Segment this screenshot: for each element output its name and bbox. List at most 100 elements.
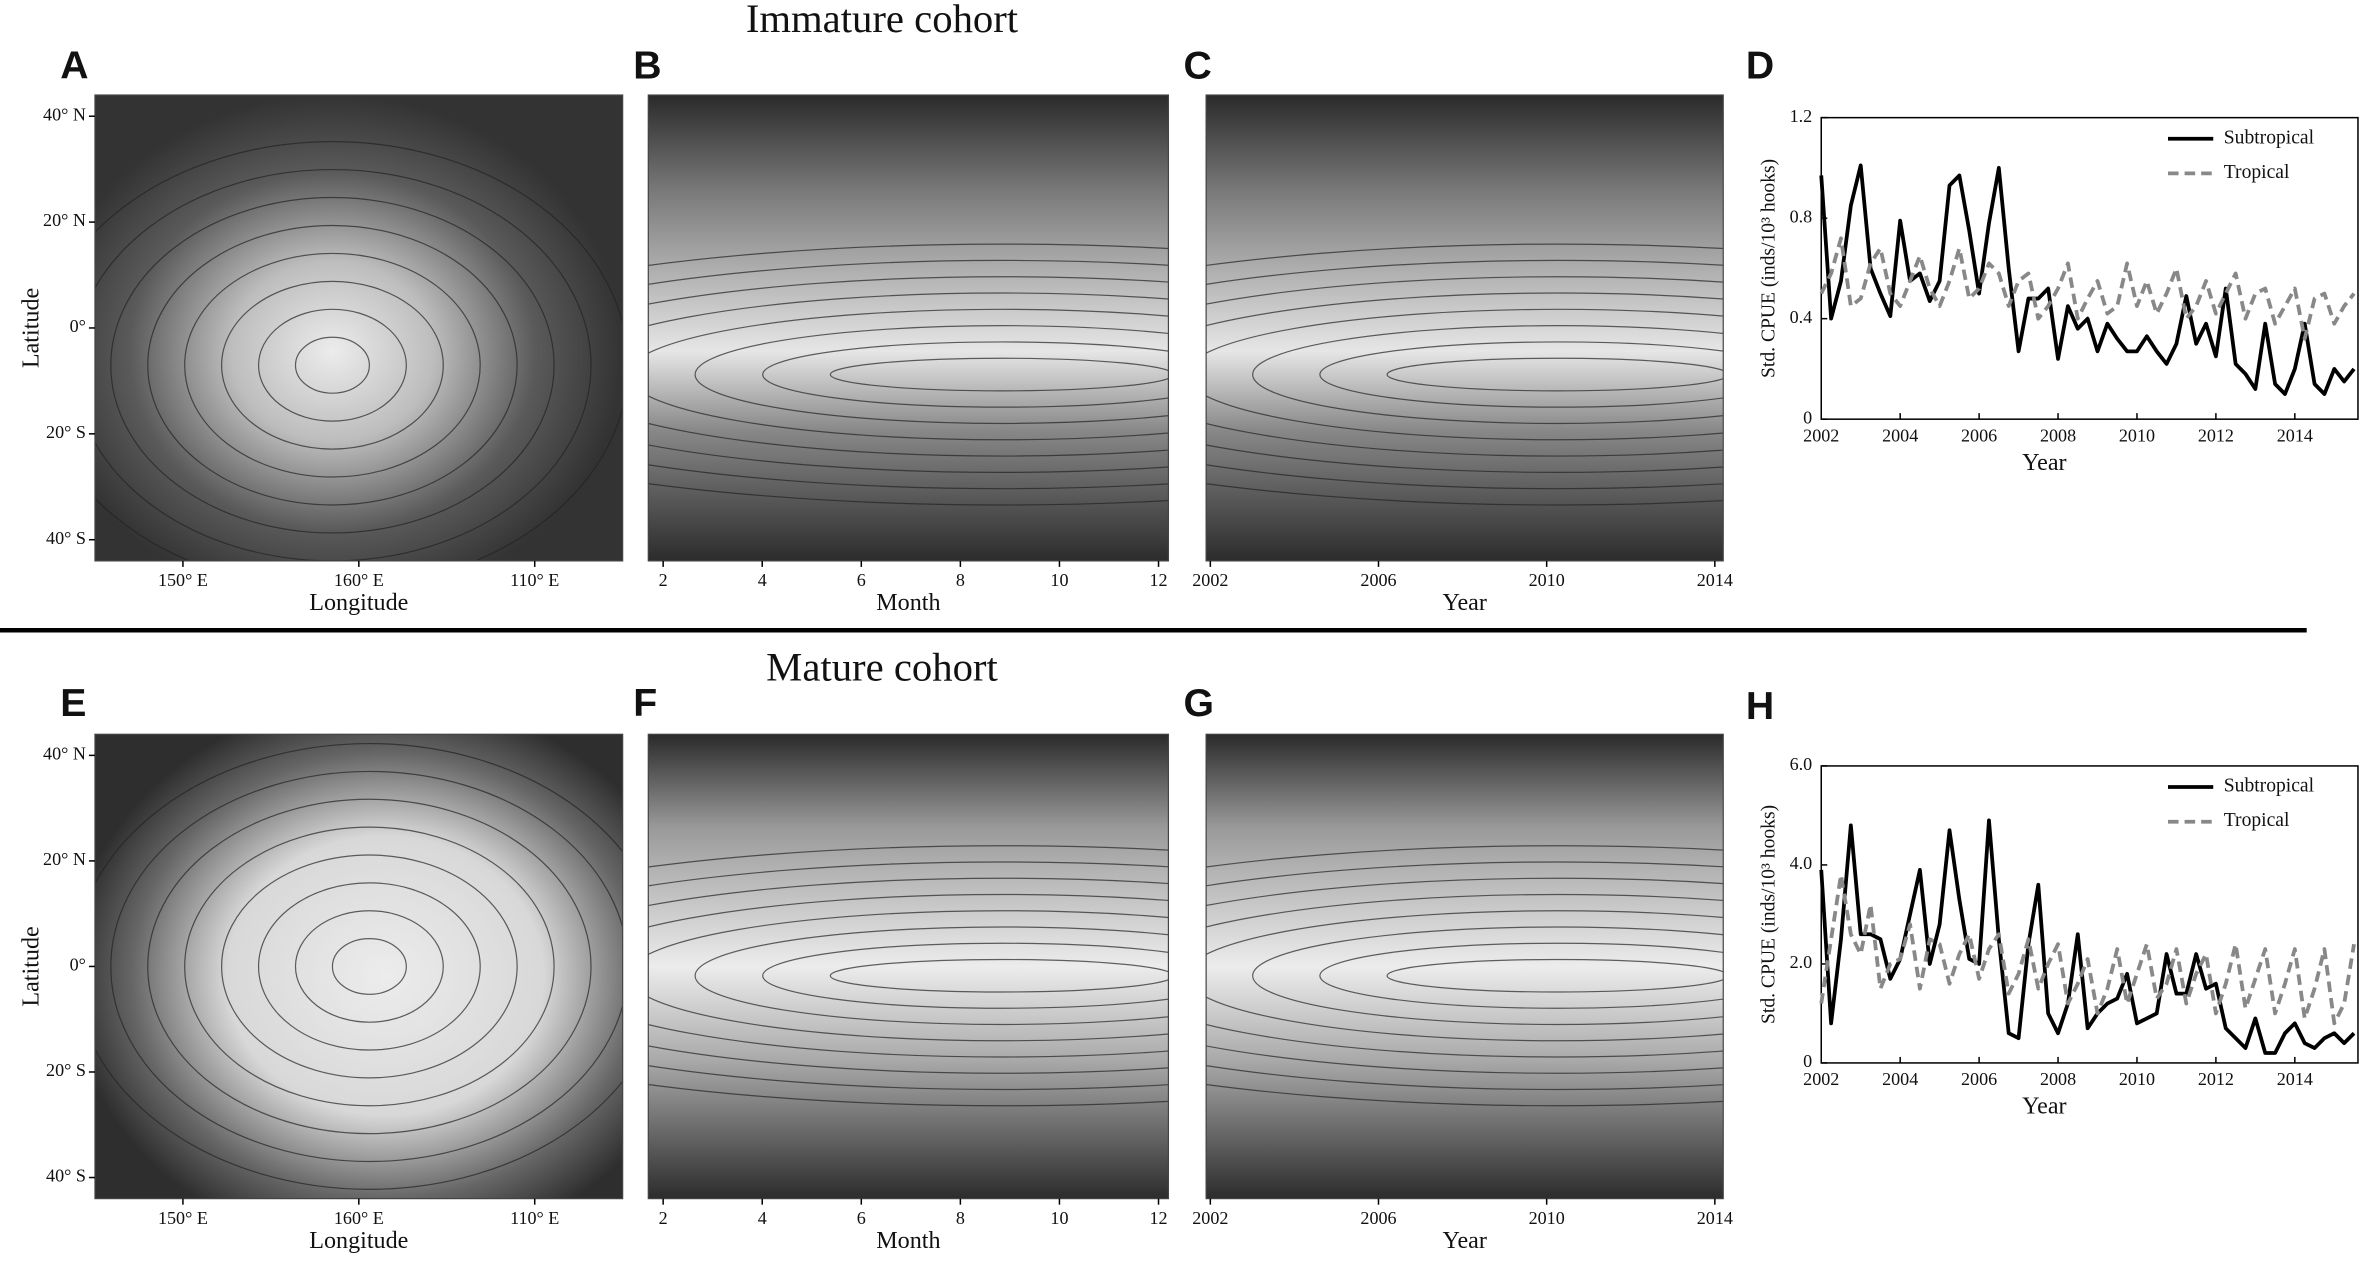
contour <box>694 926 1169 1026</box>
contour <box>694 325 1169 425</box>
cohort-title: Mature cohort <box>766 644 998 689</box>
x-tick-label: 4 <box>758 1208 767 1228</box>
y-tick-label: 20° N <box>43 849 86 869</box>
contour <box>648 308 1169 441</box>
x-axis-label: Longitude <box>309 1228 408 1254</box>
contour <box>648 292 1169 457</box>
y-axis-label: Latitude <box>19 926 45 1006</box>
contour <box>294 910 444 1023</box>
x-tick-label: 2014 <box>2277 1069 2313 1089</box>
contour <box>294 336 370 394</box>
x-tick-label: 6 <box>857 1208 866 1228</box>
plot-frame <box>1820 116 2359 420</box>
x-tick-label: 10 <box>1050 1208 1068 1228</box>
x-tick-label: 12 <box>1149 570 1167 590</box>
plot-frame <box>1205 94 1724 562</box>
x-tick-label: 2014 <box>1697 570 1733 590</box>
cohort-title: Immature cohort <box>746 0 1019 41</box>
contours <box>1206 243 1724 506</box>
legend-label: Subtropical <box>2224 127 2315 148</box>
x-tick-label: 160° E <box>334 570 384 590</box>
x-axis-label: Year <box>1442 590 1486 616</box>
contour <box>648 861 1169 1091</box>
y-tick-label: 6.0 <box>1790 754 1813 774</box>
y-tick-label: 0 <box>1803 407 1812 427</box>
series-line <box>1819 163 2356 396</box>
y-tick-label: 0 <box>1803 1051 1812 1071</box>
contours <box>94 141 623 561</box>
x-tick-label: 2010 <box>2119 1069 2155 1089</box>
contour <box>94 169 592 561</box>
contour <box>110 196 555 534</box>
y-tick-label: 40° N <box>43 744 86 764</box>
contour <box>648 845 1169 1107</box>
panel-letter: D <box>1746 44 1774 87</box>
contour <box>648 910 1169 1042</box>
x-axis-label: Longitude <box>309 590 408 616</box>
series-line <box>1819 236 2356 341</box>
contour <box>762 341 1169 408</box>
plot-frame <box>1205 733 1724 1200</box>
contour <box>1206 845 1724 1107</box>
contour <box>1386 958 1724 993</box>
x-tick-label: 10 <box>1050 570 1068 590</box>
y-axis-label: Latitude <box>19 288 45 368</box>
contour <box>94 743 623 1190</box>
contour <box>147 224 518 506</box>
contour <box>1252 325 1724 425</box>
x-axis-label: Month <box>876 590 940 616</box>
series-line <box>1819 818 2356 1055</box>
contour <box>110 770 623 1163</box>
contour <box>1206 877 1724 1074</box>
contour <box>1319 341 1724 408</box>
x-tick-label: 2 <box>659 570 668 590</box>
x-tick-label: 2012 <box>2198 425 2234 445</box>
x-tick-label: 2004 <box>1882 425 1918 445</box>
contour <box>1206 292 1724 457</box>
contour <box>648 877 1169 1074</box>
contour <box>829 357 1169 392</box>
y-tick-label: 1.2 <box>1790 106 1813 126</box>
x-tick-label: 160° E <box>334 1208 384 1228</box>
y-tick-label: 0.8 <box>1790 206 1813 226</box>
y-axis-label: Std. CPUE (inds/10³ hooks) <box>1758 159 1779 378</box>
contour <box>94 141 623 561</box>
contour <box>1206 910 1724 1042</box>
contour <box>1319 942 1724 1009</box>
contours <box>1206 845 1724 1107</box>
y-axis-label: Std. CPUE (inds/10³ hooks) <box>1758 805 1779 1024</box>
x-tick-label: 2008 <box>2040 1069 2076 1089</box>
contour <box>221 280 444 450</box>
y-tick-label: 40° S <box>46 1166 86 1186</box>
y-tick-label: 20° S <box>46 422 86 442</box>
panel-letter: G <box>1184 682 1214 725</box>
x-tick-label: 8 <box>956 1208 965 1228</box>
contour <box>648 259 1169 490</box>
x-tick-label: 2002 <box>1803 425 1839 445</box>
contour <box>1206 259 1724 490</box>
contour <box>147 798 592 1135</box>
y-tick-label: 4.0 <box>1790 853 1813 873</box>
x-tick-label: 110° E <box>510 1208 559 1228</box>
contour <box>1206 243 1724 506</box>
contour <box>1206 861 1724 1091</box>
contour <box>184 252 481 478</box>
x-tick-label: 2006 <box>1360 570 1396 590</box>
contours <box>94 743 623 1190</box>
contour <box>648 243 1169 506</box>
heatmap-field <box>94 734 623 1199</box>
legend-label: Tropical <box>2224 162 2290 183</box>
y-tick-label: 0.4 <box>1790 307 1813 327</box>
contour <box>1252 926 1724 1026</box>
y-tick-label: 20° S <box>46 1060 86 1080</box>
x-tick-label: 2006 <box>1961 425 1997 445</box>
contour <box>221 854 518 1079</box>
x-tick-label: 2014 <box>1697 1208 1733 1228</box>
x-tick-label: 2002 <box>1192 570 1228 590</box>
x-tick-label: 2004 <box>1882 1069 1918 1089</box>
x-tick-label: 150° E <box>158 1208 208 1228</box>
y-tick-label: 0° <box>70 955 86 975</box>
contour <box>1206 276 1724 473</box>
legend-label: Tropical <box>2224 810 2290 831</box>
series-line <box>1819 872 2356 1026</box>
